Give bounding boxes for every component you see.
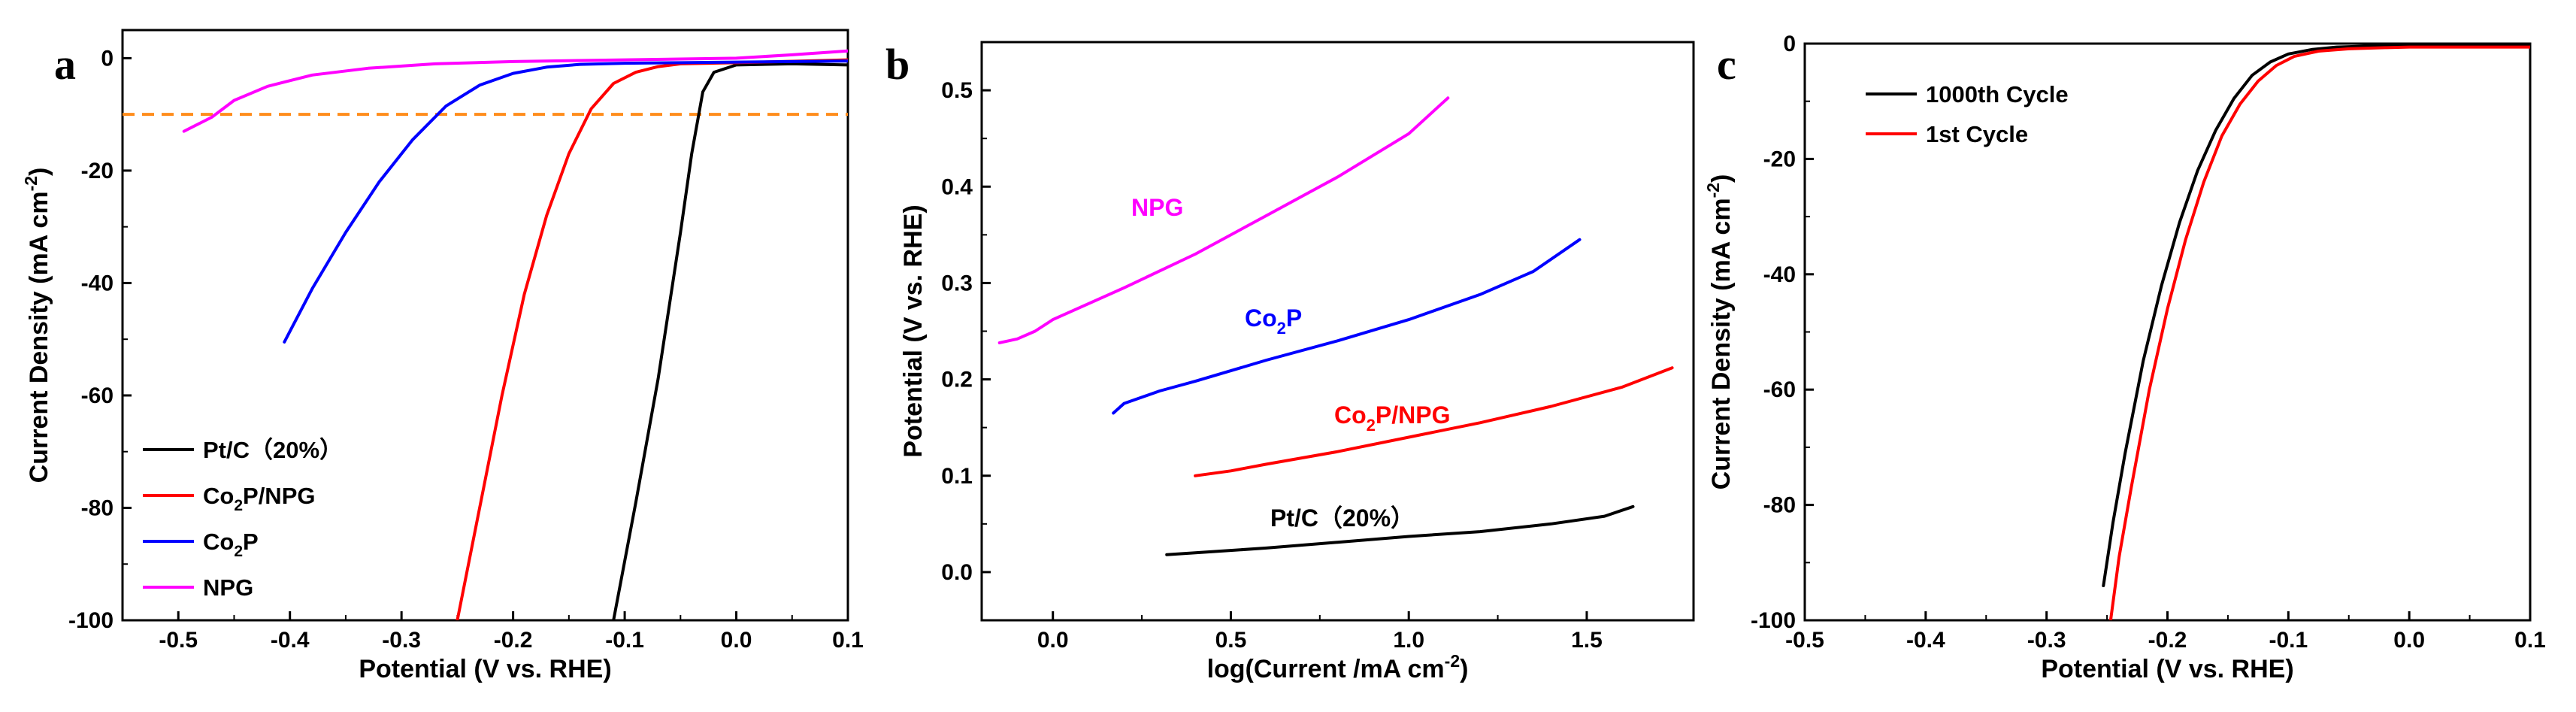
x-tick-label: -0.3: [2027, 628, 2066, 653]
y-tick-label: -80: [1763, 493, 1796, 518]
x-tick-label: 0.0: [721, 628, 752, 653]
legend-label: Pt/C（20%）: [203, 437, 343, 463]
y-tick-label: -100: [1751, 608, 1796, 633]
legend-label: 1st Cycle: [1926, 121, 2028, 147]
x-axis-label: Potential (V vs. RHE): [2041, 655, 2293, 683]
y-tick-label: 0.4: [941, 174, 973, 199]
y-tick-label: 0.5: [941, 78, 973, 103]
y-tick-label: 0.1: [941, 464, 973, 489]
x-tick-label: 1.5: [1571, 628, 1603, 653]
y-tick-label: -60: [1763, 377, 1796, 402]
y-tick-label: -100: [68, 608, 114, 633]
x-tick-label: 0.0: [1037, 628, 1069, 653]
plot-frame: [1803, 42, 2532, 622]
series-annotation: Pt/C（20%）: [1270, 504, 1415, 532]
series-annotation: Co2P: [1245, 304, 1302, 338]
x-tick-label: -0.2: [2148, 628, 2187, 653]
y-tick-label: 0.3: [941, 271, 973, 295]
panel-b: 0.0 0.5 1.0 1.50.00.10.20.30.40.5log(Curren…: [885, 40, 1695, 683]
panel-letter: b: [885, 40, 910, 89]
y-axis-label: Current Density (mA cm-2): [1703, 174, 1736, 490]
panel-c: -0.5 -0.4 -0.3 -0.2 -0.1 0.0 0.1 -100 -80 -60 -40 -…: [1703, 32, 2546, 683]
series-line-npg: [997, 96, 1450, 344]
y-axis-label: Current Density (mA cm-2): [21, 168, 53, 483]
x-axis-label: log(Current /mA cm-2): [1207, 651, 1469, 683]
y-tick-label: -20: [81, 159, 114, 183]
legend: Pt/C（20%） Co2P/NPG Co2P NPG: [143, 437, 343, 601]
x-tick-label: 1.0: [1393, 628, 1424, 653]
series-line-co2p: [1112, 238, 1582, 415]
x-tick-label: 0.1: [2514, 628, 2546, 653]
y-tick-label: 0.0: [941, 560, 973, 585]
x-tick-label: 0.5: [1215, 628, 1247, 653]
x-tick-label: 0.1: [832, 628, 864, 653]
x-tick-label: -0.4: [1906, 628, 1945, 653]
legend-label: Co2P: [203, 529, 259, 560]
legend-label: Co2P/NPG: [203, 483, 315, 514]
series-line-1st-cycle: [2108, 45, 2530, 620]
panel-letter: c: [1717, 40, 1736, 89]
x-tick-label: 0.0: [2393, 628, 2425, 653]
series-annotation: Co2P/NPG: [1334, 401, 1450, 435]
series-group: [997, 96, 1674, 556]
x-tick-label: -0.4: [271, 628, 310, 653]
y-tick-label: -40: [81, 271, 114, 295]
series-line-pt-c-20-: [612, 62, 848, 620]
series-group: [2102, 44, 2530, 620]
series-line-1000th-cycle: [2102, 44, 2530, 587]
series-line-co2p: [283, 59, 848, 344]
x-tick-label: -0.5: [1785, 628, 1824, 653]
series-line-pt-c-20-: [1165, 504, 1635, 556]
legend-label: 1000th Cycle: [1926, 81, 2069, 108]
series-line-co2p-npg: [1194, 366, 1674, 477]
y-axis-label: Potential (V vs. RHE): [899, 205, 928, 457]
x-tick-label: -0.2: [494, 628, 533, 653]
x-tick-label: -0.1: [2269, 628, 2308, 653]
x-tick-label: -0.5: [159, 628, 198, 653]
y-tick-label: -80: [81, 495, 114, 520]
x-tick-label: -0.3: [382, 628, 421, 653]
x-axis-label: Potential (V vs. RHE): [359, 655, 611, 683]
plot-frame: [980, 41, 1695, 622]
y-tick-label: 0: [1783, 32, 1796, 56]
series-annotation: NPG: [1131, 194, 1183, 221]
legend: 1000th Cycle 1st Cycle: [1866, 81, 2069, 147]
series-line-npg: [182, 49, 848, 133]
legend-label: NPG: [203, 574, 253, 601]
y-tick-label: 0: [101, 46, 114, 71]
y-tick-label: 0.2: [941, 368, 973, 392]
y-tick-label: -20: [1763, 147, 1796, 171]
series-line-co2p-npg: [456, 58, 848, 620]
series-group: [182, 49, 848, 620]
panel-letter: a: [54, 40, 76, 89]
x-tick-label: -0.1: [605, 628, 644, 653]
y-tick-label: -60: [81, 383, 114, 408]
plot-frame: [121, 29, 849, 622]
panel-a: -0.5 -0.4 -0.3 -0.2 -0.1 0.0 0.1 -100 -80 -60 -40 -…: [21, 29, 864, 683]
y-tick-label: -40: [1763, 262, 1796, 287]
